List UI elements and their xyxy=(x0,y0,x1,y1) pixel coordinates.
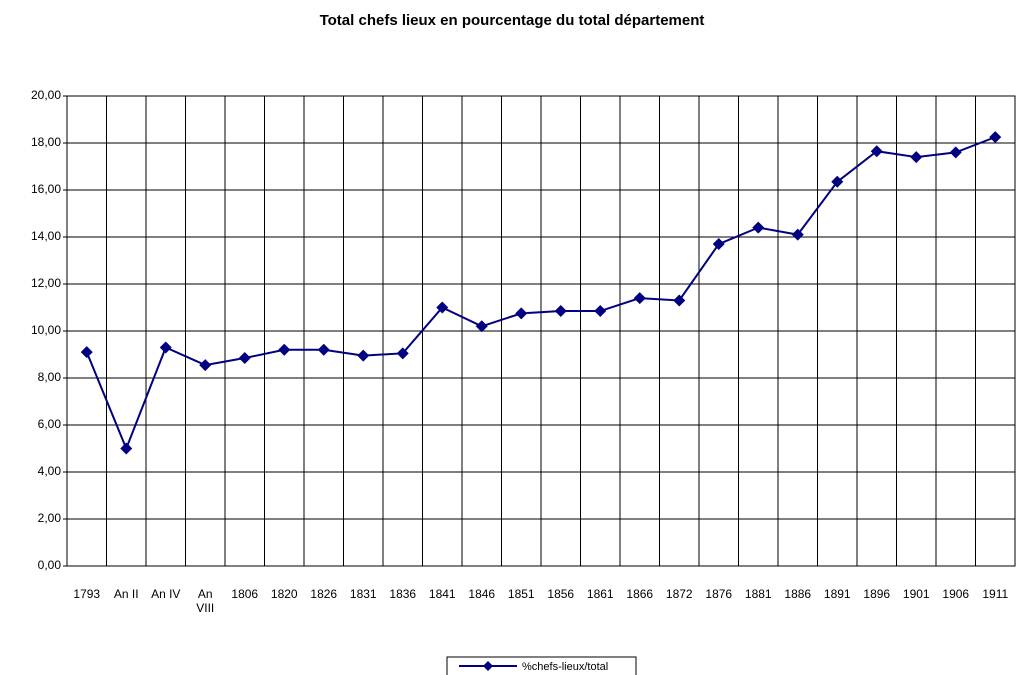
point xyxy=(712,238,725,251)
x-tick-label: 1826 xyxy=(310,587,338,601)
point xyxy=(396,347,409,360)
x-tick-label: 1906 xyxy=(942,587,970,601)
y-tick-label: 10,00 xyxy=(31,323,61,337)
x-tick-label: 1866 xyxy=(626,587,654,601)
point xyxy=(791,228,804,241)
legend-label: %chefs-lieux/total xyxy=(522,661,608,673)
x-tick-label: 1831 xyxy=(349,587,377,601)
x-tick-label: 1806 xyxy=(231,587,259,601)
point xyxy=(238,352,251,365)
x-tick-label: An II xyxy=(113,587,139,601)
x-tick-label: 1896 xyxy=(863,587,891,601)
x-tick-label: 1851 xyxy=(507,587,535,601)
y-tick-label: 20,00 xyxy=(31,88,61,102)
point xyxy=(357,349,370,362)
point xyxy=(80,346,93,359)
point xyxy=(278,343,291,356)
point xyxy=(159,341,172,354)
point xyxy=(910,151,923,164)
series-line xyxy=(85,136,996,452)
y-tick-label: 6,00 xyxy=(38,417,62,431)
y-tick-label: 16,00 xyxy=(31,182,61,196)
x-tick-label: 1856 xyxy=(547,587,575,601)
point xyxy=(752,221,765,234)
x-tick-label: An VIII xyxy=(196,587,215,615)
point xyxy=(673,294,686,307)
y-tick-label: 14,00 xyxy=(31,229,61,243)
x-tick-label: An IV xyxy=(151,587,181,601)
point xyxy=(831,175,844,188)
y-tick-label: 0,00 xyxy=(38,558,62,572)
x-tick-label: 1891 xyxy=(823,587,851,601)
x-tick-label: 1886 xyxy=(784,587,812,601)
y-tick-label: 8,00 xyxy=(38,370,62,384)
x-tick-label: 1793 xyxy=(73,587,101,601)
x-tick-label: 1876 xyxy=(705,587,733,601)
x-tick-label: 1820 xyxy=(270,587,298,601)
point xyxy=(515,307,528,320)
x-tick-label: 1911 xyxy=(982,587,1009,601)
point xyxy=(475,320,488,333)
y-tick-label: 18,00 xyxy=(31,135,61,149)
point xyxy=(949,146,962,159)
x-tick-label: 1901 xyxy=(902,587,930,601)
x-tick-label: 1836 xyxy=(389,587,417,601)
point xyxy=(436,301,449,314)
legend-marker xyxy=(483,661,493,671)
y-tick-label: 12,00 xyxy=(31,276,61,290)
legend-box xyxy=(446,656,637,675)
x-tick-label: 1841 xyxy=(428,587,456,601)
chart-title: Total chefs lieux en pourcentage du tota… xyxy=(320,12,705,29)
x-tick-label: 1881 xyxy=(744,587,772,601)
x-tick-label: 1846 xyxy=(468,587,496,601)
y-tick-label: 2,00 xyxy=(38,511,62,525)
point xyxy=(199,359,212,372)
point xyxy=(594,305,607,318)
point xyxy=(317,343,330,356)
point xyxy=(989,131,1002,144)
point xyxy=(120,442,133,455)
point xyxy=(633,292,646,305)
x-tick-label: 1872 xyxy=(665,587,693,601)
x-tick-label: 1861 xyxy=(586,587,614,601)
y-tick-label: 4,00 xyxy=(38,464,62,478)
point xyxy=(870,145,883,158)
point xyxy=(554,305,567,318)
